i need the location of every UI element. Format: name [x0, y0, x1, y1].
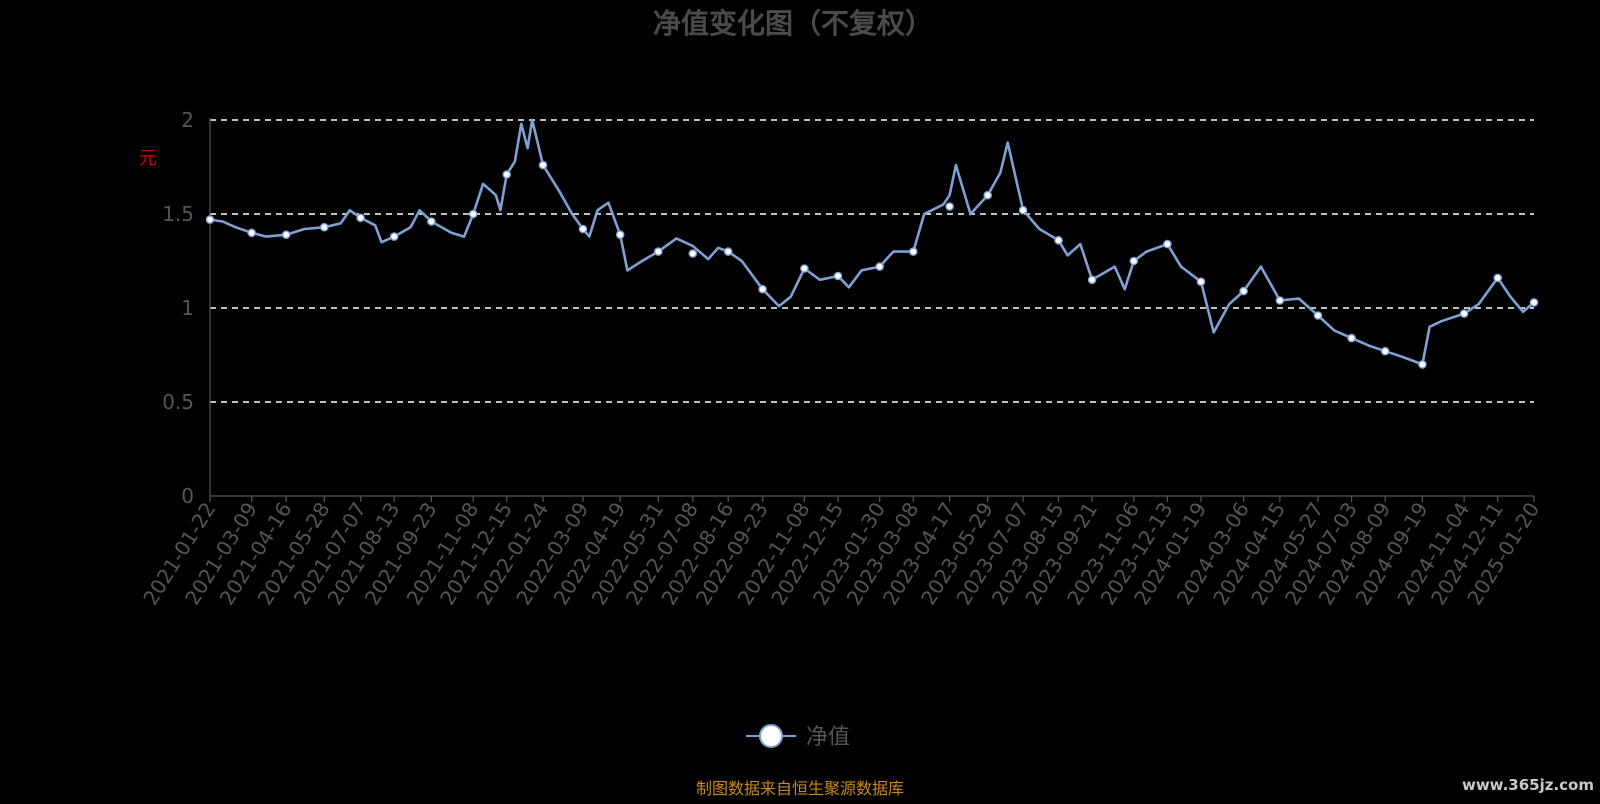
data-point — [538, 160, 548, 170]
data-point — [1347, 333, 1356, 343]
data-point — [909, 247, 918, 256]
data-point — [688, 249, 698, 258]
y-tick-label: 2 — [181, 108, 194, 132]
data-point — [1418, 360, 1427, 369]
source-note: 制图数据来自恒生聚源数据库 — [696, 779, 904, 798]
data-point — [1163, 239, 1172, 249]
data-point — [427, 217, 436, 226]
legend-label: 净值 — [806, 725, 850, 750]
data-point — [875, 262, 885, 271]
marker-layer — [205, 160, 1539, 369]
data-point — [1196, 277, 1206, 287]
data-point — [578, 224, 588, 234]
series-line — [208, 118, 1536, 366]
data-point — [247, 228, 256, 238]
y-tick-label: 1 — [181, 296, 194, 320]
y-unit-label: 元 — [139, 148, 157, 169]
data-point — [945, 202, 954, 211]
data-point — [1459, 309, 1469, 318]
data-point — [983, 190, 993, 200]
watermark: www.365jz.com — [1462, 776, 1594, 794]
data-point — [205, 215, 215, 224]
x-tick-labels: 2021-01-222021-03-092021-04-162021-05-28… — [138, 498, 1544, 609]
data-point — [319, 222, 329, 232]
data-point — [356, 213, 365, 223]
y-tick-labels: 0 0.5 1 1.5 2 — [162, 108, 194, 508]
data-point — [833, 271, 843, 281]
data-point — [389, 232, 399, 241]
data-point — [1275, 296, 1285, 305]
data-point — [502, 170, 512, 179]
data-point — [654, 247, 663, 256]
data-point — [1493, 273, 1502, 283]
data-point — [1129, 256, 1139, 266]
data-point — [1529, 298, 1539, 307]
y-tick-label: 0 — [181, 484, 194, 508]
gridlines — [210, 119, 1534, 403]
data-point — [1087, 275, 1097, 285]
legend-item[interactable]: 净值 — [746, 724, 850, 750]
data-point — [1239, 286, 1248, 296]
legend-marker-icon — [759, 724, 783, 748]
data-point — [468, 209, 478, 219]
data-point — [1018, 205, 1028, 215]
data-point — [281, 230, 291, 239]
axes — [209, 118, 1535, 502]
y-tick-label: 1.5 — [162, 202, 194, 226]
data-point — [758, 284, 767, 294]
series-layer — [208, 118, 1536, 366]
data-point — [615, 230, 625, 239]
data-point — [1054, 235, 1063, 245]
data-point — [1313, 311, 1323, 320]
data-point — [723, 247, 733, 256]
chart-title: 净值变化图（不复权） — [653, 7, 933, 40]
data-point — [800, 264, 809, 273]
data-point — [1380, 346, 1390, 356]
y-tick-label: 0.5 — [162, 390, 194, 414]
